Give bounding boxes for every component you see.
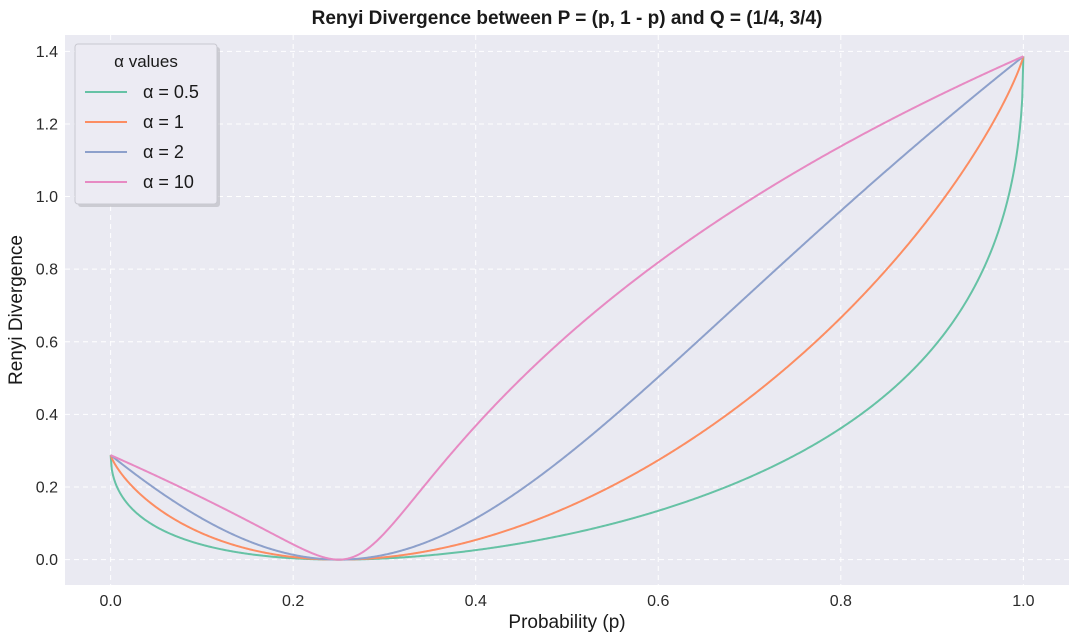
legend-label: α = 0.5 — [143, 82, 199, 102]
x-tick-label: 0.8 — [830, 593, 852, 610]
legend-label: α = 1 — [143, 112, 184, 132]
y-tick-labels: 0.0 0.2 0.4 0.6 0.8 1.0 1.2 1.4 — [36, 44, 58, 569]
x-tick-label: 0.6 — [647, 593, 669, 610]
x-tick-label: 0.4 — [465, 593, 487, 610]
series-lines — [109, 55, 1025, 561]
legend-label: α = 2 — [143, 142, 184, 162]
x-tick-labels: 0.0 0.2 0.4 0.6 0.8 1.0 — [100, 593, 1035, 610]
y-tick-label: 0.2 — [36, 479, 58, 496]
legend-box — [74, 43, 218, 205]
x-tick-label: 0.0 — [100, 593, 122, 610]
x-tick-label: 0.2 — [282, 593, 304, 610]
legend-label: α = 10 — [143, 172, 194, 192]
y-tick-label: 0.6 — [36, 334, 58, 351]
plot-area — [65, 35, 1069, 585]
y-tick-label: 0.0 — [36, 552, 58, 569]
x-axis-label: Probability (p) — [508, 612, 625, 633]
series-line-1 — [109, 56, 1025, 561]
x-tick-label: 1.0 — [1012, 593, 1034, 610]
series-line-2 — [110, 55, 1024, 561]
legend: α values α = 0.5 α = 1 α = 2 α = 10 — [74, 43, 220, 207]
y-tick-label: 0.4 — [36, 407, 58, 424]
series-line-3 — [110, 55, 1024, 561]
y-axis-label: Renyi Divergence — [6, 235, 27, 385]
legend-title: α values — [114, 52, 178, 71]
chart-title: Renyi Divergence between P = (p, 1 - p) … — [312, 8, 823, 29]
y-tick-label: 0.8 — [36, 262, 58, 279]
legend-items: α = 0.5 α = 1 α = 2 α = 10 — [85, 82, 199, 192]
y-tick-label: 1.0 — [36, 189, 58, 206]
y-tick-label: 1.2 — [36, 116, 58, 133]
series-line-0 — [109, 56, 1025, 561]
y-tick-label: 1.4 — [36, 44, 58, 61]
